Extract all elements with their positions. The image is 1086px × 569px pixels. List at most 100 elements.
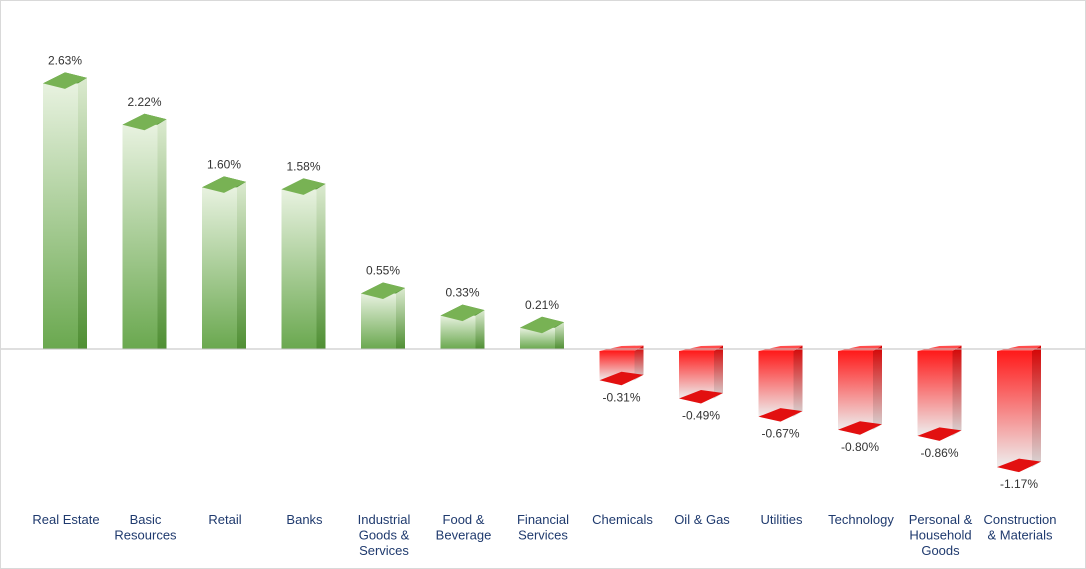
bar-front-face (838, 351, 873, 430)
bar-top-cap (679, 345, 723, 351)
bar-bottom-cap (679, 389, 723, 404)
bar-side-face (793, 345, 803, 417)
category-label-line: Services (359, 543, 409, 558)
category-label-line: Technology (828, 512, 894, 527)
bar-bottom-cap (917, 427, 962, 441)
value-label-personal-household-goods: -0.86% (920, 446, 958, 460)
bar-side-face (714, 345, 723, 399)
bar-front-face (43, 83, 78, 350)
bar-top-cap-highlight (122, 113, 167, 131)
category-label-banks: Banks (286, 512, 323, 527)
bar-side-face (634, 345, 644, 381)
value-label-industrial-goods-services: 0.55% (366, 263, 400, 277)
category-label-industrial-goods-services: Industrial Goods & Services (358, 512, 411, 558)
value-label-food-beverage: 0.33% (445, 286, 479, 300)
bar-retail (202, 176, 246, 349)
value-label-utilities: -0.67% (761, 427, 799, 441)
category-label-line: Beverage (436, 528, 492, 543)
category-label-line: Real Estate (32, 512, 99, 527)
bar-technology (838, 345, 882, 435)
bar-front-face (679, 351, 714, 399)
category-label-construction-materials: Construction & Materials (984, 512, 1057, 543)
category-label-chemicals: Chemicals (592, 512, 653, 527)
bar-side-face (396, 287, 405, 349)
bar-top-cap (997, 345, 1041, 351)
bar-side-face (157, 119, 167, 349)
category-label-line: Resources (114, 528, 177, 543)
bar-top-cap-highlight (520, 316, 564, 334)
category-label-line: Services (518, 528, 568, 543)
category-label-line: Industrial (358, 512, 411, 527)
bar-front-face (917, 351, 953, 436)
category-label-real-estate: Real Estate (32, 512, 99, 527)
bar-bottom-cap (997, 458, 1041, 473)
bar-side-face (873, 345, 882, 430)
category-label-line: Food & (443, 512, 485, 527)
bar-front-face (361, 293, 396, 349)
bar-top-cap-highlight (202, 176, 246, 193)
value-label-banks: 1.58% (286, 159, 320, 173)
bar-front-face (122, 124, 158, 349)
category-label-line: Personal & (909, 512, 973, 527)
category-label-line: & Materials (987, 528, 1053, 543)
bar-top-cap-highlight (361, 282, 405, 299)
category-label-line: Financial (517, 512, 569, 527)
bar-bottom-cap (838, 421, 882, 435)
category-labels-layer: Real Estate Basic Resources Retail Banks Indu… (32, 512, 1056, 558)
bar-side-face (1032, 345, 1041, 468)
category-label-utilities: Utilities (761, 512, 803, 527)
bar-front-face (758, 351, 794, 417)
bar-front-face (440, 315, 476, 349)
category-label-line: Goods & (359, 528, 410, 543)
value-label-basic-resources: 2.22% (127, 95, 161, 109)
bar-front-face (520, 327, 555, 349)
category-label-line: Basic (130, 512, 162, 527)
bar-banks (281, 178, 326, 349)
value-label-financial-services: 0.21% (525, 298, 559, 312)
value-label-retail: 1.60% (207, 157, 241, 171)
category-label-line: Utilities (761, 512, 803, 527)
value-labels-layer: 2.63% 2.22% 1.60% 1.58% 0.55% 0.33% 0.21% -0.31… (48, 53, 1038, 491)
bar-side-face (316, 183, 326, 349)
bar-top-cap-highlight (43, 72, 87, 89)
category-label-line: Oil & Gas (674, 512, 730, 527)
bar-side-face (952, 345, 962, 436)
bar-top-cap-highlight (281, 178, 326, 195)
category-label-line: Construction (984, 512, 1057, 527)
bar-top-cap-highlight (440, 304, 485, 322)
category-label-basic-resources: Basic Resources (114, 512, 177, 543)
category-label-line: Banks (286, 512, 323, 527)
value-label-real-estate: 2.63% (48, 53, 82, 67)
bar-basic-resources (122, 113, 167, 349)
category-label-line: Household (909, 528, 971, 543)
category-label-oil-gas: Oil & Gas (674, 512, 730, 527)
bar-utilities (758, 345, 803, 422)
bar-top-cap (599, 345, 644, 351)
category-label-technology: Technology (828, 512, 894, 527)
bar-construction-materials (997, 345, 1041, 473)
value-label-construction-materials: -1.17% (1000, 477, 1038, 491)
bar-front-face (281, 189, 317, 349)
bar-top-cap (838, 345, 882, 351)
bar-side-face (78, 77, 87, 350)
category-label-line: Goods (921, 543, 960, 558)
bar-bottom-cap (758, 408, 803, 422)
bar-oil-gas (679, 345, 723, 404)
category-label-retail: Retail (208, 512, 241, 527)
category-label-food-beverage: Food & Beverage (436, 512, 492, 543)
bar-industrial-goods-services (361, 282, 405, 349)
bar-bottom-cap (599, 371, 644, 386)
category-label-financial-services: Financial Services (517, 512, 569, 543)
bar-side-face (475, 310, 485, 349)
bar-personal-household-goods (917, 345, 962, 441)
bar-top-cap (758, 345, 803, 351)
bar-front-face (202, 187, 237, 349)
bar-food-beverage (440, 304, 485, 349)
bar-real-estate (43, 72, 87, 350)
bar-front-face (997, 351, 1032, 468)
value-label-oil-gas: -0.49% (682, 408, 720, 422)
value-label-chemicals: -0.31% (602, 390, 640, 404)
value-label-technology: -0.80% (841, 440, 879, 454)
